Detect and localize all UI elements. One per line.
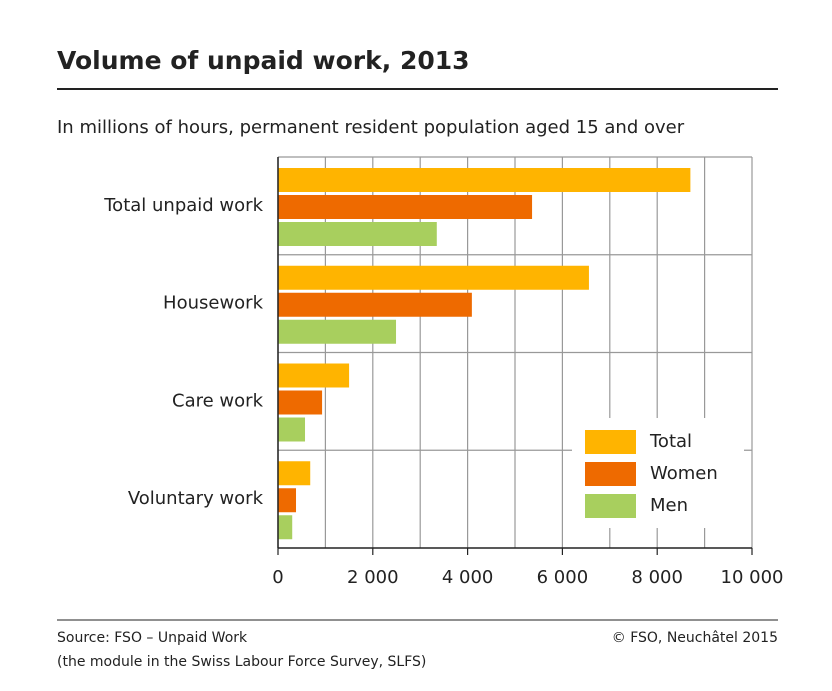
y-tick-label: Total unpaid work <box>103 195 263 216</box>
legend-label: Men <box>650 495 688 516</box>
bar <box>278 265 589 290</box>
legend-label: Women <box>650 463 718 484</box>
x-tick-label: 6 000 <box>537 567 589 588</box>
legend-swatch <box>585 430 636 454</box>
y-tick-label: Housework <box>163 293 264 314</box>
y-tick-label: Voluntary work <box>128 488 264 509</box>
x-tick-label: 8 000 <box>631 567 683 588</box>
bar <box>278 417 306 442</box>
bar <box>278 222 437 246</box>
legend-swatch <box>585 494 636 518</box>
chart-subtitle: In millions of hours, permanent resident… <box>57 117 685 138</box>
bar <box>278 292 472 317</box>
source-note: (the module in the Swiss Labour Force Su… <box>57 654 426 670</box>
bar <box>278 390 323 415</box>
bar <box>278 488 297 513</box>
bar <box>278 461 311 486</box>
x-tick-label: 4 000 <box>442 567 494 588</box>
bar <box>278 195 533 219</box>
source: Source: FSO – Unpaid Work <box>57 630 248 646</box>
legend-label: Total <box>649 431 692 452</box>
legend-swatch <box>585 462 636 486</box>
x-tick-label: 0 <box>272 567 283 588</box>
bar <box>278 168 691 192</box>
bar <box>278 515 293 540</box>
x-tick-label: 2 000 <box>347 567 399 588</box>
bar <box>278 319 397 344</box>
y-tick-label: Care work <box>172 390 264 411</box>
x-tick-label: 10 000 <box>721 567 784 588</box>
copyright: © FSO, Neuchâtel 2015 <box>612 630 778 646</box>
chart-title: Volume of unpaid work, 2013 <box>57 46 470 75</box>
bar <box>278 363 350 388</box>
